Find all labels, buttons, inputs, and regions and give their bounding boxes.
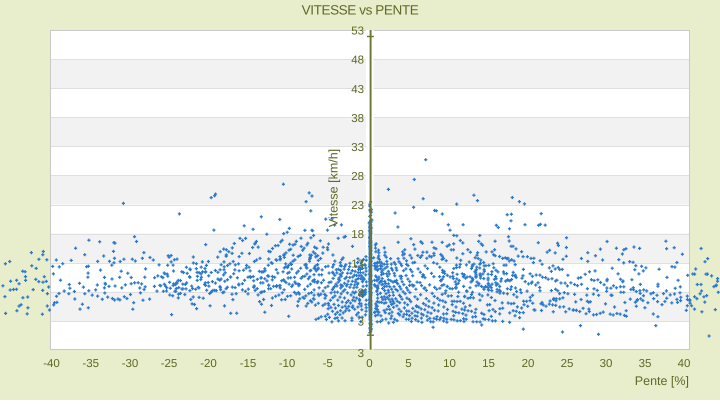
svg-text:VITESSE vs PENTE: VITESSE vs PENTE xyxy=(302,3,419,18)
svg-text:-40: -40 xyxy=(43,358,60,370)
svg-text:-30: -30 xyxy=(122,358,139,370)
svg-text:30: 30 xyxy=(600,358,613,370)
svg-text:-20: -20 xyxy=(200,358,217,370)
svg-text:3: 3 xyxy=(358,317,364,329)
svg-text:8: 8 xyxy=(358,287,364,299)
svg-text:40: 40 xyxy=(678,358,691,370)
svg-text:18: 18 xyxy=(351,229,364,241)
svg-text:38: 38 xyxy=(351,113,364,125)
svg-text:-15: -15 xyxy=(240,358,257,370)
svg-text:15: 15 xyxy=(482,358,495,370)
svg-text:-10: -10 xyxy=(279,358,296,370)
svg-text:43: 43 xyxy=(351,84,364,96)
svg-text:-35: -35 xyxy=(82,358,99,370)
svg-text:28: 28 xyxy=(351,171,364,183)
svg-text:25: 25 xyxy=(561,358,574,370)
svg-text:35: 35 xyxy=(639,358,652,370)
svg-text:20: 20 xyxy=(522,358,535,370)
svg-text:Vitesse [km/h]: Vitesse [km/h] xyxy=(327,149,341,227)
svg-text:3: 3 xyxy=(358,348,364,360)
svg-text:-25: -25 xyxy=(161,358,178,370)
svg-text:5: 5 xyxy=(405,358,411,370)
svg-text:48: 48 xyxy=(351,55,364,67)
svg-text:0: 0 xyxy=(366,358,372,370)
svg-text:-5: -5 xyxy=(323,358,333,370)
svg-text:23: 23 xyxy=(351,200,364,212)
svg-text:10: 10 xyxy=(443,358,456,370)
svg-text:13: 13 xyxy=(351,258,364,270)
svg-text:33: 33 xyxy=(351,142,364,154)
svg-text:53: 53 xyxy=(351,26,364,38)
svg-text:Pente [%]: Pente [%] xyxy=(635,374,689,388)
